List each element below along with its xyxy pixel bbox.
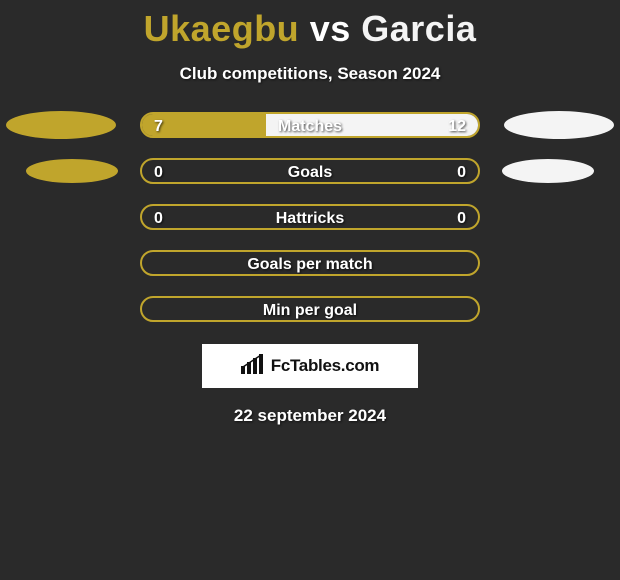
- stat-row-gpm: Goals per match: [0, 250, 620, 276]
- stats-container: 712Matches00Goals00HattricksGoals per ma…: [0, 112, 620, 322]
- stat-label: Min per goal: [142, 298, 478, 322]
- subtitle: Club competitions, Season 2024: [0, 64, 620, 84]
- stat-row-mpg: Min per goal: [0, 296, 620, 322]
- stat-label: Hattricks: [142, 206, 478, 230]
- vs-text: vs: [310, 8, 351, 49]
- chart-icon: [241, 354, 265, 379]
- player2-name: Garcia: [361, 8, 476, 49]
- stat-bar: 0 0Goals: [140, 158, 480, 184]
- player1-marker: [26, 159, 118, 183]
- bar-right-fill: [266, 114, 478, 136]
- value-right: 0: [457, 160, 466, 184]
- player2-marker: [502, 159, 594, 183]
- comparison-title: Ukaegbu vs Garcia: [0, 0, 620, 50]
- stat-bar: 712Matches: [140, 112, 480, 138]
- stat-bar: Goals per match: [140, 250, 480, 276]
- player1-marker: [6, 111, 116, 139]
- player1-name: Ukaegbu: [144, 8, 300, 49]
- badge-text: FcTables.com: [271, 356, 380, 376]
- value-right: 0: [457, 206, 466, 230]
- stat-row-hattricks: 0 0Hattricks: [0, 204, 620, 230]
- stat-bar: Min per goal: [140, 296, 480, 322]
- bar-left-fill: [142, 114, 266, 136]
- stat-row-goals: 0 0Goals: [0, 158, 620, 184]
- value-left: 0: [154, 160, 163, 184]
- stat-label: Goals: [142, 160, 478, 184]
- stat-row-matches: 712Matches: [0, 112, 620, 138]
- stat-bar: 0 0Hattricks: [140, 204, 480, 230]
- source-badge: FcTables.com: [202, 344, 418, 388]
- date-text: 22 september 2024: [0, 406, 620, 426]
- stat-label: Goals per match: [142, 252, 478, 276]
- player2-marker: [504, 111, 614, 139]
- value-left: 0: [154, 206, 163, 230]
